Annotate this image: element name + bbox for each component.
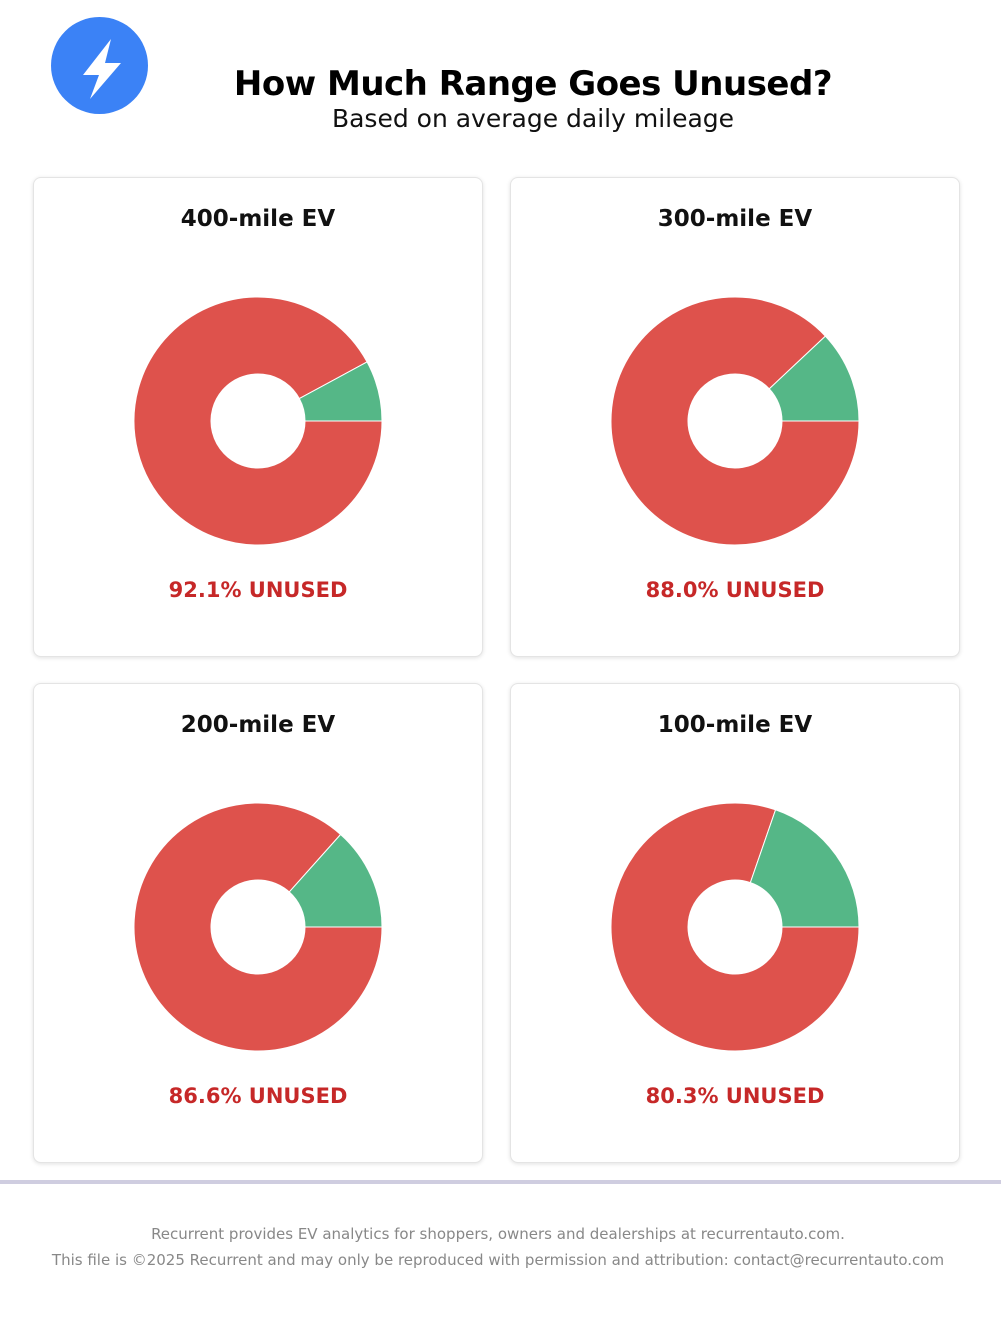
- chart-title: 400-mile EV: [180, 206, 336, 232]
- chart-card: 400-mile EV 92.1% UNUSED: [33, 177, 483, 657]
- donut-chart: [610, 296, 860, 546]
- slice-unused: [133, 296, 383, 546]
- donut-chart: [133, 296, 383, 546]
- divider: [0, 1180, 1001, 1184]
- slice-used: [298, 361, 383, 422]
- logo: [51, 17, 148, 114]
- slice-used: [288, 833, 383, 928]
- page-title: How Much Range Goes Unused?: [233, 64, 833, 104]
- chart-title: 100-mile EV: [657, 712, 813, 738]
- footer-line-1: Recurrent provides EV analytics for shop…: [151, 1225, 845, 1243]
- chart-title: 300-mile EV: [657, 206, 813, 232]
- unused-percentage-label: 86.6% UNUSED: [168, 1084, 348, 1108]
- chart-card: 300-mile EV 88.0% UNUSED: [510, 177, 960, 657]
- slice-used: [749, 809, 860, 928]
- slice-unused: [610, 296, 860, 546]
- chart-card: 100-mile EV 80.3% UNUSED: [510, 683, 960, 1163]
- footer-line-2: This file is ©2025 Recurrent and may onl…: [51, 1251, 945, 1269]
- donut-chart: [610, 802, 860, 1052]
- donut-chart: [133, 802, 383, 1052]
- slice-used: [768, 335, 860, 422]
- slice-unused: [610, 802, 860, 1052]
- lightning-bolt-icon: [83, 39, 121, 99]
- slice-unused: [133, 802, 383, 1052]
- page-subtitle: Based on average daily mileage: [331, 104, 735, 133]
- unused-percentage-label: 80.3% UNUSED: [645, 1084, 825, 1108]
- unused-percentage-label: 92.1% UNUSED: [168, 578, 348, 602]
- chart-card: 200-mile EV 86.6% UNUSED: [33, 683, 483, 1163]
- unused-percentage-label: 88.0% UNUSED: [645, 578, 825, 602]
- chart-title: 200-mile EV: [180, 712, 336, 738]
